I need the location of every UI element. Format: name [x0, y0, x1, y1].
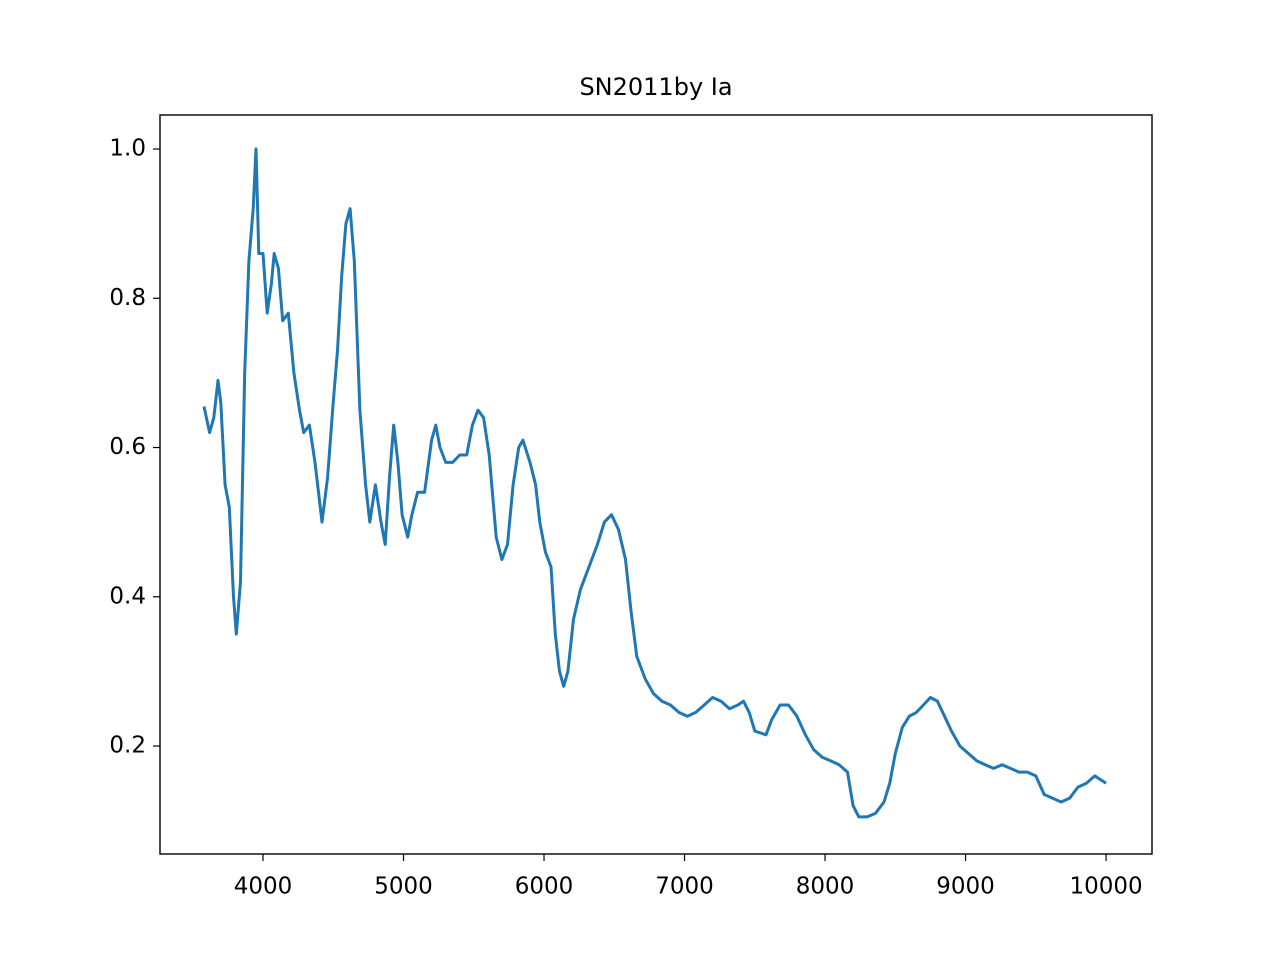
x-tick-label: 8000 — [796, 874, 855, 900]
x-tick-label: 7000 — [655, 874, 714, 900]
y-tick-label: 0.6 — [109, 434, 146, 460]
plot-frame — [159, 114, 1153, 855]
y-tick-label: 0.4 — [109, 583, 146, 609]
x-tick-label: 6000 — [515, 874, 574, 900]
spectrum-line — [202, 147, 1107, 819]
x-tick-label: 10000 — [1069, 874, 1142, 900]
x-tick-label: 4000 — [234, 874, 293, 900]
y-tick-label: 1.0 — [109, 136, 146, 162]
y-tick-label: 0.2 — [109, 733, 146, 759]
y-tick-label: 0.8 — [109, 285, 146, 311]
chart-title: SN2011by Ia — [579, 73, 732, 101]
x-tick-label: 5000 — [374, 874, 433, 900]
x-tick-label: 9000 — [936, 874, 995, 900]
